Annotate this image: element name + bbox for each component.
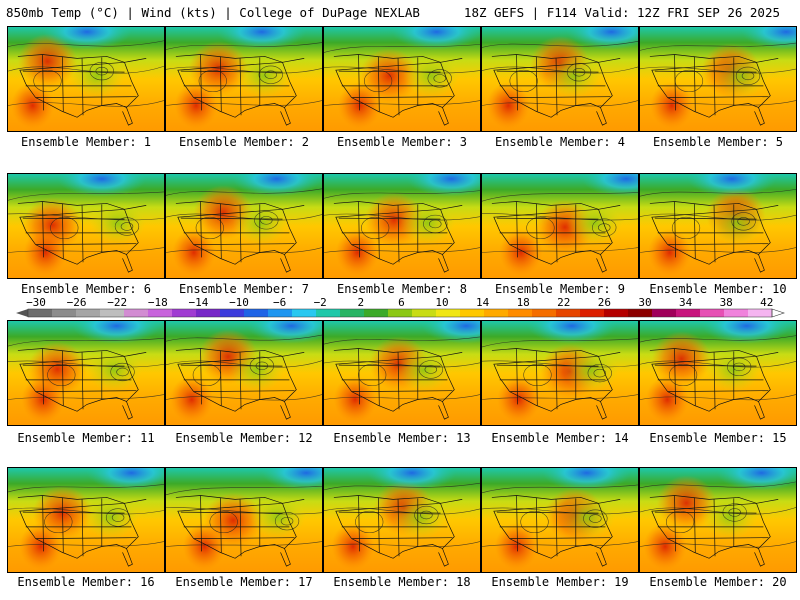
ensemble-member-map [323, 320, 481, 426]
colorbar-segment [604, 309, 629, 317]
ensemble-member-map [639, 173, 797, 279]
colorbar-segment [748, 309, 773, 317]
ensemble-member-label: Ensemble Member: 6 [20, 282, 152, 296]
ensemble-member-label: Ensemble Member: 8 [336, 282, 468, 296]
colorbar-tick-label: 26 [597, 296, 612, 309]
colorbar-segment [364, 309, 389, 317]
map-title: 850mb Temp (°C) | Wind (kts) | College o… [6, 5, 420, 20]
colorbar-segment [172, 309, 197, 317]
colorbar-segment [316, 309, 341, 317]
ensemble-member-label: Ensemble Member: 20 [649, 575, 787, 589]
colorbar-segment [700, 309, 725, 317]
ensemble-member-map [481, 26, 639, 132]
colorbar-tick-label: 30 [638, 296, 652, 309]
ensemble-member-label: Ensemble Member: 4 [494, 135, 626, 149]
ensemble-member-label: Ensemble Member: 19 [491, 575, 629, 589]
colorbar-tick-label: −10 [229, 296, 249, 309]
ensemble-member-label: Ensemble Member: 18 [333, 575, 471, 589]
colorbar-segment [268, 309, 293, 317]
colorbar-segment [388, 309, 413, 317]
ensemble-member-map [7, 26, 165, 132]
ensemble-member-label: Ensemble Member: 14 [491, 431, 629, 445]
colorbar-tick-label: 42 [760, 296, 774, 309]
ensemble-member-map [481, 173, 639, 279]
ensemble-member-map [165, 26, 323, 132]
colorbar-tick-label: 10 [435, 296, 449, 309]
ensemble-member-map [323, 26, 481, 132]
ensemble-member-map [639, 320, 797, 426]
colorbar-right-arrow [771, 308, 785, 318]
run-valid-time: 18Z GEFS | F114 Valid: 12Z FRI SEP 26 20… [463, 5, 780, 20]
ensemble-member-map [165, 320, 323, 426]
ensemble-member-label: Ensemble Member: 13 [333, 431, 471, 445]
ensemble-member-map [639, 467, 797, 573]
ensemble-member-map [323, 173, 481, 279]
colorbar-segment [532, 309, 557, 317]
ensemble-member-map [7, 467, 165, 573]
colorbar-tick-label: −26 [66, 296, 87, 309]
colorbar-outline [27, 308, 773, 318]
colorbar-tick-label: −22 [107, 296, 128, 309]
ensemble-member-label: Ensemble Member: 9 [494, 282, 626, 296]
ensemble-member-label: Ensemble Member: 16 [17, 575, 155, 589]
colorbar-tick-label: −14 [188, 296, 209, 309]
ensemble-member-map [165, 173, 323, 279]
colorbar-tick-label: −6 [272, 296, 287, 309]
colorbar-segment [244, 309, 269, 317]
colorbar-segment [460, 309, 485, 317]
colorbar-segment [436, 309, 461, 317]
ensemble-member-label: Ensemble Member: 10 [649, 282, 787, 296]
colorbar-segment [412, 309, 437, 317]
colorbar-tick-label: 22 [557, 296, 571, 309]
colorbar-segment [220, 309, 245, 317]
colorbar-segment [556, 309, 581, 317]
colorbar-tick-label: 18 [516, 296, 530, 309]
colorbar-tick-label: −2 [313, 296, 327, 309]
ensemble-member-map [323, 467, 481, 573]
ensemble-member-map [639, 26, 797, 132]
ensemble-member-map [7, 320, 165, 426]
ensemble-member-label: Ensemble Member: 11 [17, 431, 155, 445]
colorbar-left-arrow [16, 309, 28, 317]
ensemble-member-label: Ensemble Member: 1 [20, 135, 152, 149]
colorbar-tick-label: 38 [719, 296, 733, 309]
colorbar-segment [724, 309, 749, 317]
ensemble-member-label: Ensemble Member: 17 [175, 575, 313, 589]
colorbar-segment [340, 309, 365, 317]
ensemble-member-label: Ensemble Member: 3 [336, 135, 468, 149]
ensemble-member-map [481, 467, 639, 573]
colorbar-segment [148, 309, 173, 317]
ensemble-member-label: Ensemble Member: 12 [175, 431, 313, 445]
colorbar-segment [676, 309, 701, 317]
colorbar-tick-label: 2 [357, 296, 365, 309]
colorbar-segment [196, 309, 221, 317]
ensemble-member-map [165, 467, 323, 573]
colorbar-segment [292, 309, 317, 317]
colorbar-tick-label: 6 [398, 296, 405, 309]
colorbar-segment [124, 309, 149, 317]
colorbar-tick-label: 14 [475, 296, 490, 309]
colorbar-tick-label: −30 [26, 296, 46, 309]
colorbar-segment [100, 309, 125, 317]
ensemble-member-label: Ensemble Member: 5 [652, 135, 784, 149]
colorbar-segment [508, 309, 533, 317]
colorbar-segment [580, 309, 605, 317]
temperature-colorbar [16, 308, 785, 318]
ensemble-member-label: Ensemble Member: 7 [178, 282, 310, 296]
colorbar-tick-label: −18 [147, 296, 168, 309]
ensemble-member-label: Ensemble Member: 15 [649, 431, 787, 445]
colorbar-segment [484, 309, 509, 317]
colorbar-segment [628, 309, 653, 317]
colorbar-segment [28, 309, 53, 317]
colorbar-segment [52, 309, 77, 317]
ensemble-member-map [7, 173, 165, 279]
colorbar-tick-label: 34 [678, 296, 693, 309]
colorbar-segment [76, 309, 101, 317]
colorbar-segment [652, 309, 677, 317]
ensemble-member-map [481, 320, 639, 426]
ensemble-member-label: Ensemble Member: 2 [178, 135, 310, 149]
